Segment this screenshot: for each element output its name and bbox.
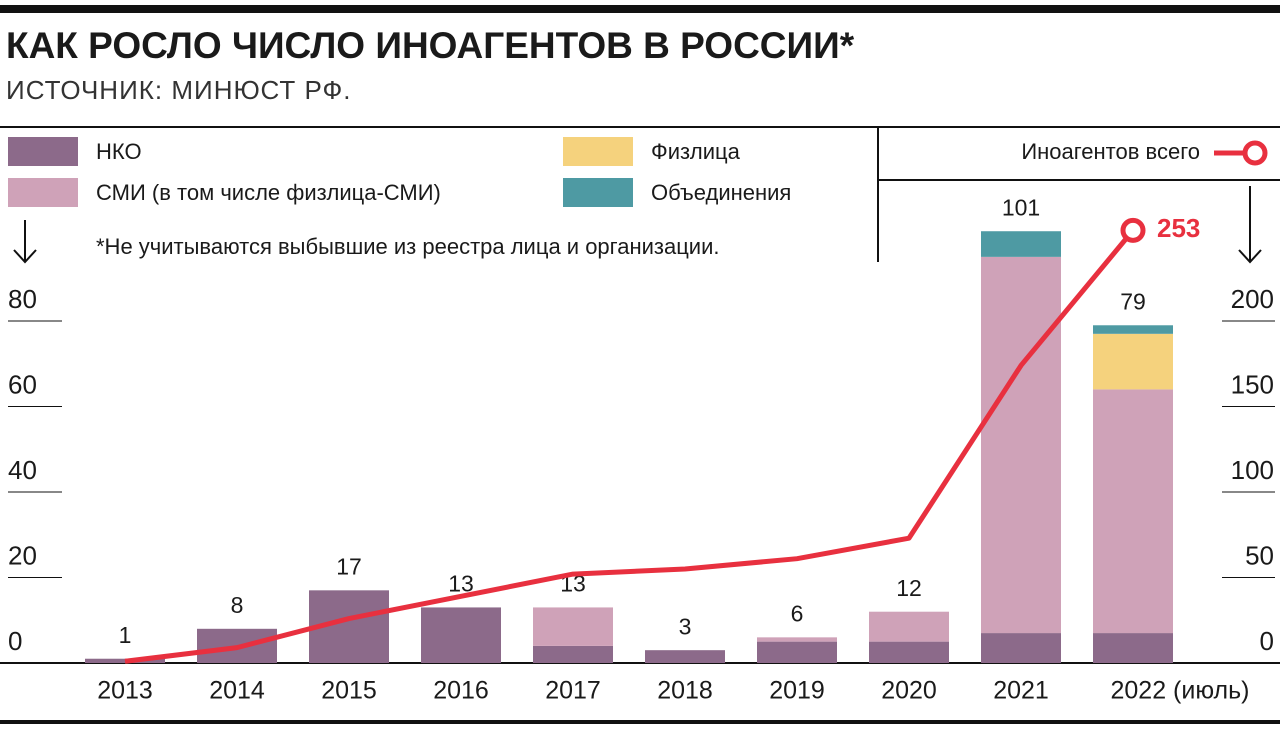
x-tick-label: 2016 (433, 677, 489, 705)
total-label: 1 (119, 622, 132, 648)
x-tick-label: 2017 (545, 677, 601, 705)
y2-tick-label: 200 (1231, 284, 1274, 314)
x-tick-label: 2022 (июль) (1111, 677, 1250, 705)
x-tick-label: 2015 (321, 677, 377, 705)
x-tick-label: 2019 (769, 677, 825, 705)
total-label: 17 (336, 553, 362, 579)
y-tick-label: 60 (8, 369, 37, 399)
bar-segment (757, 641, 837, 663)
legend-swatch (563, 178, 633, 207)
bar-segment (533, 607, 613, 646)
bar-segment (645, 650, 725, 663)
total-label: 79 (1120, 288, 1146, 314)
line-value-label: 253 (1157, 213, 1200, 243)
bar-segment (1093, 633, 1173, 663)
y2-tick-label: 0 (1260, 626, 1274, 656)
bar-segment (1093, 389, 1173, 634)
y-tick-label: 0 (8, 626, 22, 656)
y2-tick-label: 100 (1231, 455, 1274, 485)
legend-swatch (563, 137, 633, 166)
bar-segment (533, 645, 613, 663)
total-label: 8 (231, 592, 244, 618)
y-tick-label: 20 (8, 540, 37, 570)
bar-segment (1093, 333, 1173, 390)
total-line (124, 228, 1135, 664)
legend-swatch (8, 178, 78, 207)
legend-label: НКО (96, 139, 142, 164)
chart-subtitle: ИСТОЧНИК: МИНЮСТ РФ. (6, 75, 352, 105)
legend-swatch (8, 137, 78, 166)
total-label: 3 (679, 613, 692, 639)
x-tick-label: 2018 (657, 677, 713, 705)
legend-label: Объединения (651, 180, 791, 205)
bar-segment (981, 633, 1061, 663)
x-tick-label: 2020 (881, 677, 937, 705)
y-tick-label: 40 (8, 455, 37, 485)
y2-tick-label: 150 (1231, 369, 1274, 399)
total-label: 101 (1002, 194, 1040, 220)
x-tick-label: 2021 (993, 677, 1049, 705)
axis-arrows (13, 186, 1262, 264)
bar-segment (421, 607, 501, 663)
line-end-marker (1120, 217, 1146, 243)
footnote: *Не учитываются выбывшие из реестра лица… (96, 234, 720, 259)
legend-label: СМИ (в том числе физлица-СМИ) (96, 180, 441, 205)
bar-segment (1093, 325, 1173, 334)
total-label: 6 (791, 600, 804, 626)
top-rule (0, 5, 1280, 13)
y2-tick-label: 50 (1245, 540, 1274, 570)
legend-label: Иноагентов всего (1021, 139, 1200, 164)
legend-marker (1242, 140, 1268, 166)
bar-segment (869, 611, 949, 642)
x-tick-label: 2013 (97, 677, 153, 705)
bar-segment (869, 641, 949, 663)
bar-segment (757, 637, 837, 642)
chart-title: КАК РОСЛО ЧИСЛО ИНОАГЕНТОВ В РОССИИ* (6, 25, 855, 66)
bottom-rule (0, 720, 1280, 724)
legend-label: Физлица (651, 139, 741, 164)
y-tick-label: 80 (8, 284, 37, 314)
x-tick-label: 2014 (209, 677, 265, 705)
total-label: 12 (896, 575, 922, 601)
bar-segment (981, 231, 1061, 257)
bar-segment (981, 256, 1061, 634)
